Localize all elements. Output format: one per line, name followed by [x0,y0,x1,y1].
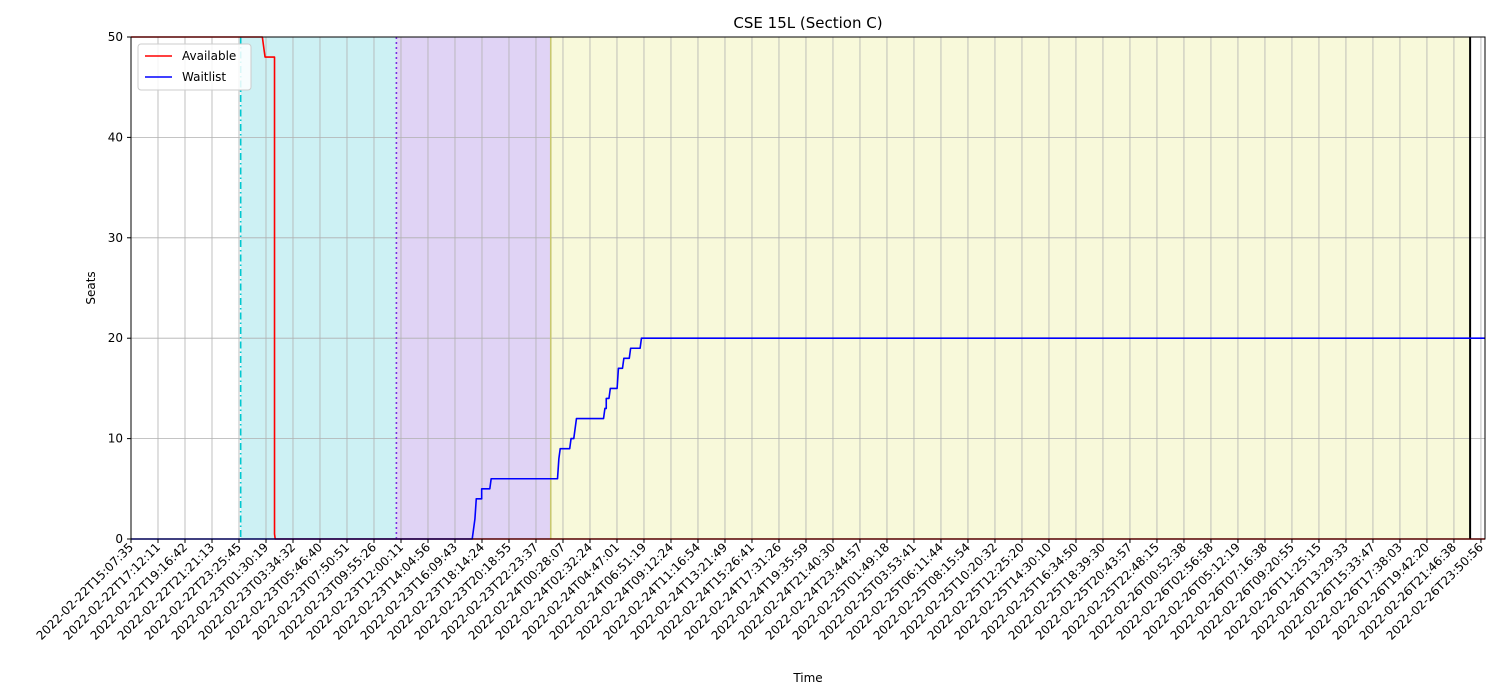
x-axis-title: Time [792,671,822,685]
grid [130,36,1485,540]
phase-backgrounds [240,37,1471,539]
series-waitlist-line [131,337,1485,540]
y-axis-ticks: 0 10 20 30 40 50 [108,30,131,546]
y-tick-label: 50 [108,30,123,44]
y-axis-title: Seats [84,271,98,304]
legend-label-waitlist: Waitlist [182,70,226,84]
y-tick-label: 0 [115,532,123,546]
legend-label-available: Available [182,49,236,63]
y-tick-label: 20 [108,331,123,345]
plot-frame [130,36,1486,540]
y-tick-label: 40 [108,130,123,144]
y-tick-label: 30 [108,231,123,245]
x-axis-ticks: 2022-02-22T15:07:352022-02-22T17:12:1120… [34,539,1486,643]
phase-band-2 [396,37,551,539]
y-tick-label: 10 [108,432,123,446]
legend: Available Waitlist [137,43,252,91]
phase-boundaries [239,37,1472,539]
phase-band-3 [550,37,1471,539]
phase-band-1 [240,37,397,539]
chart-title: CSE 15L (Section C) [733,14,882,32]
